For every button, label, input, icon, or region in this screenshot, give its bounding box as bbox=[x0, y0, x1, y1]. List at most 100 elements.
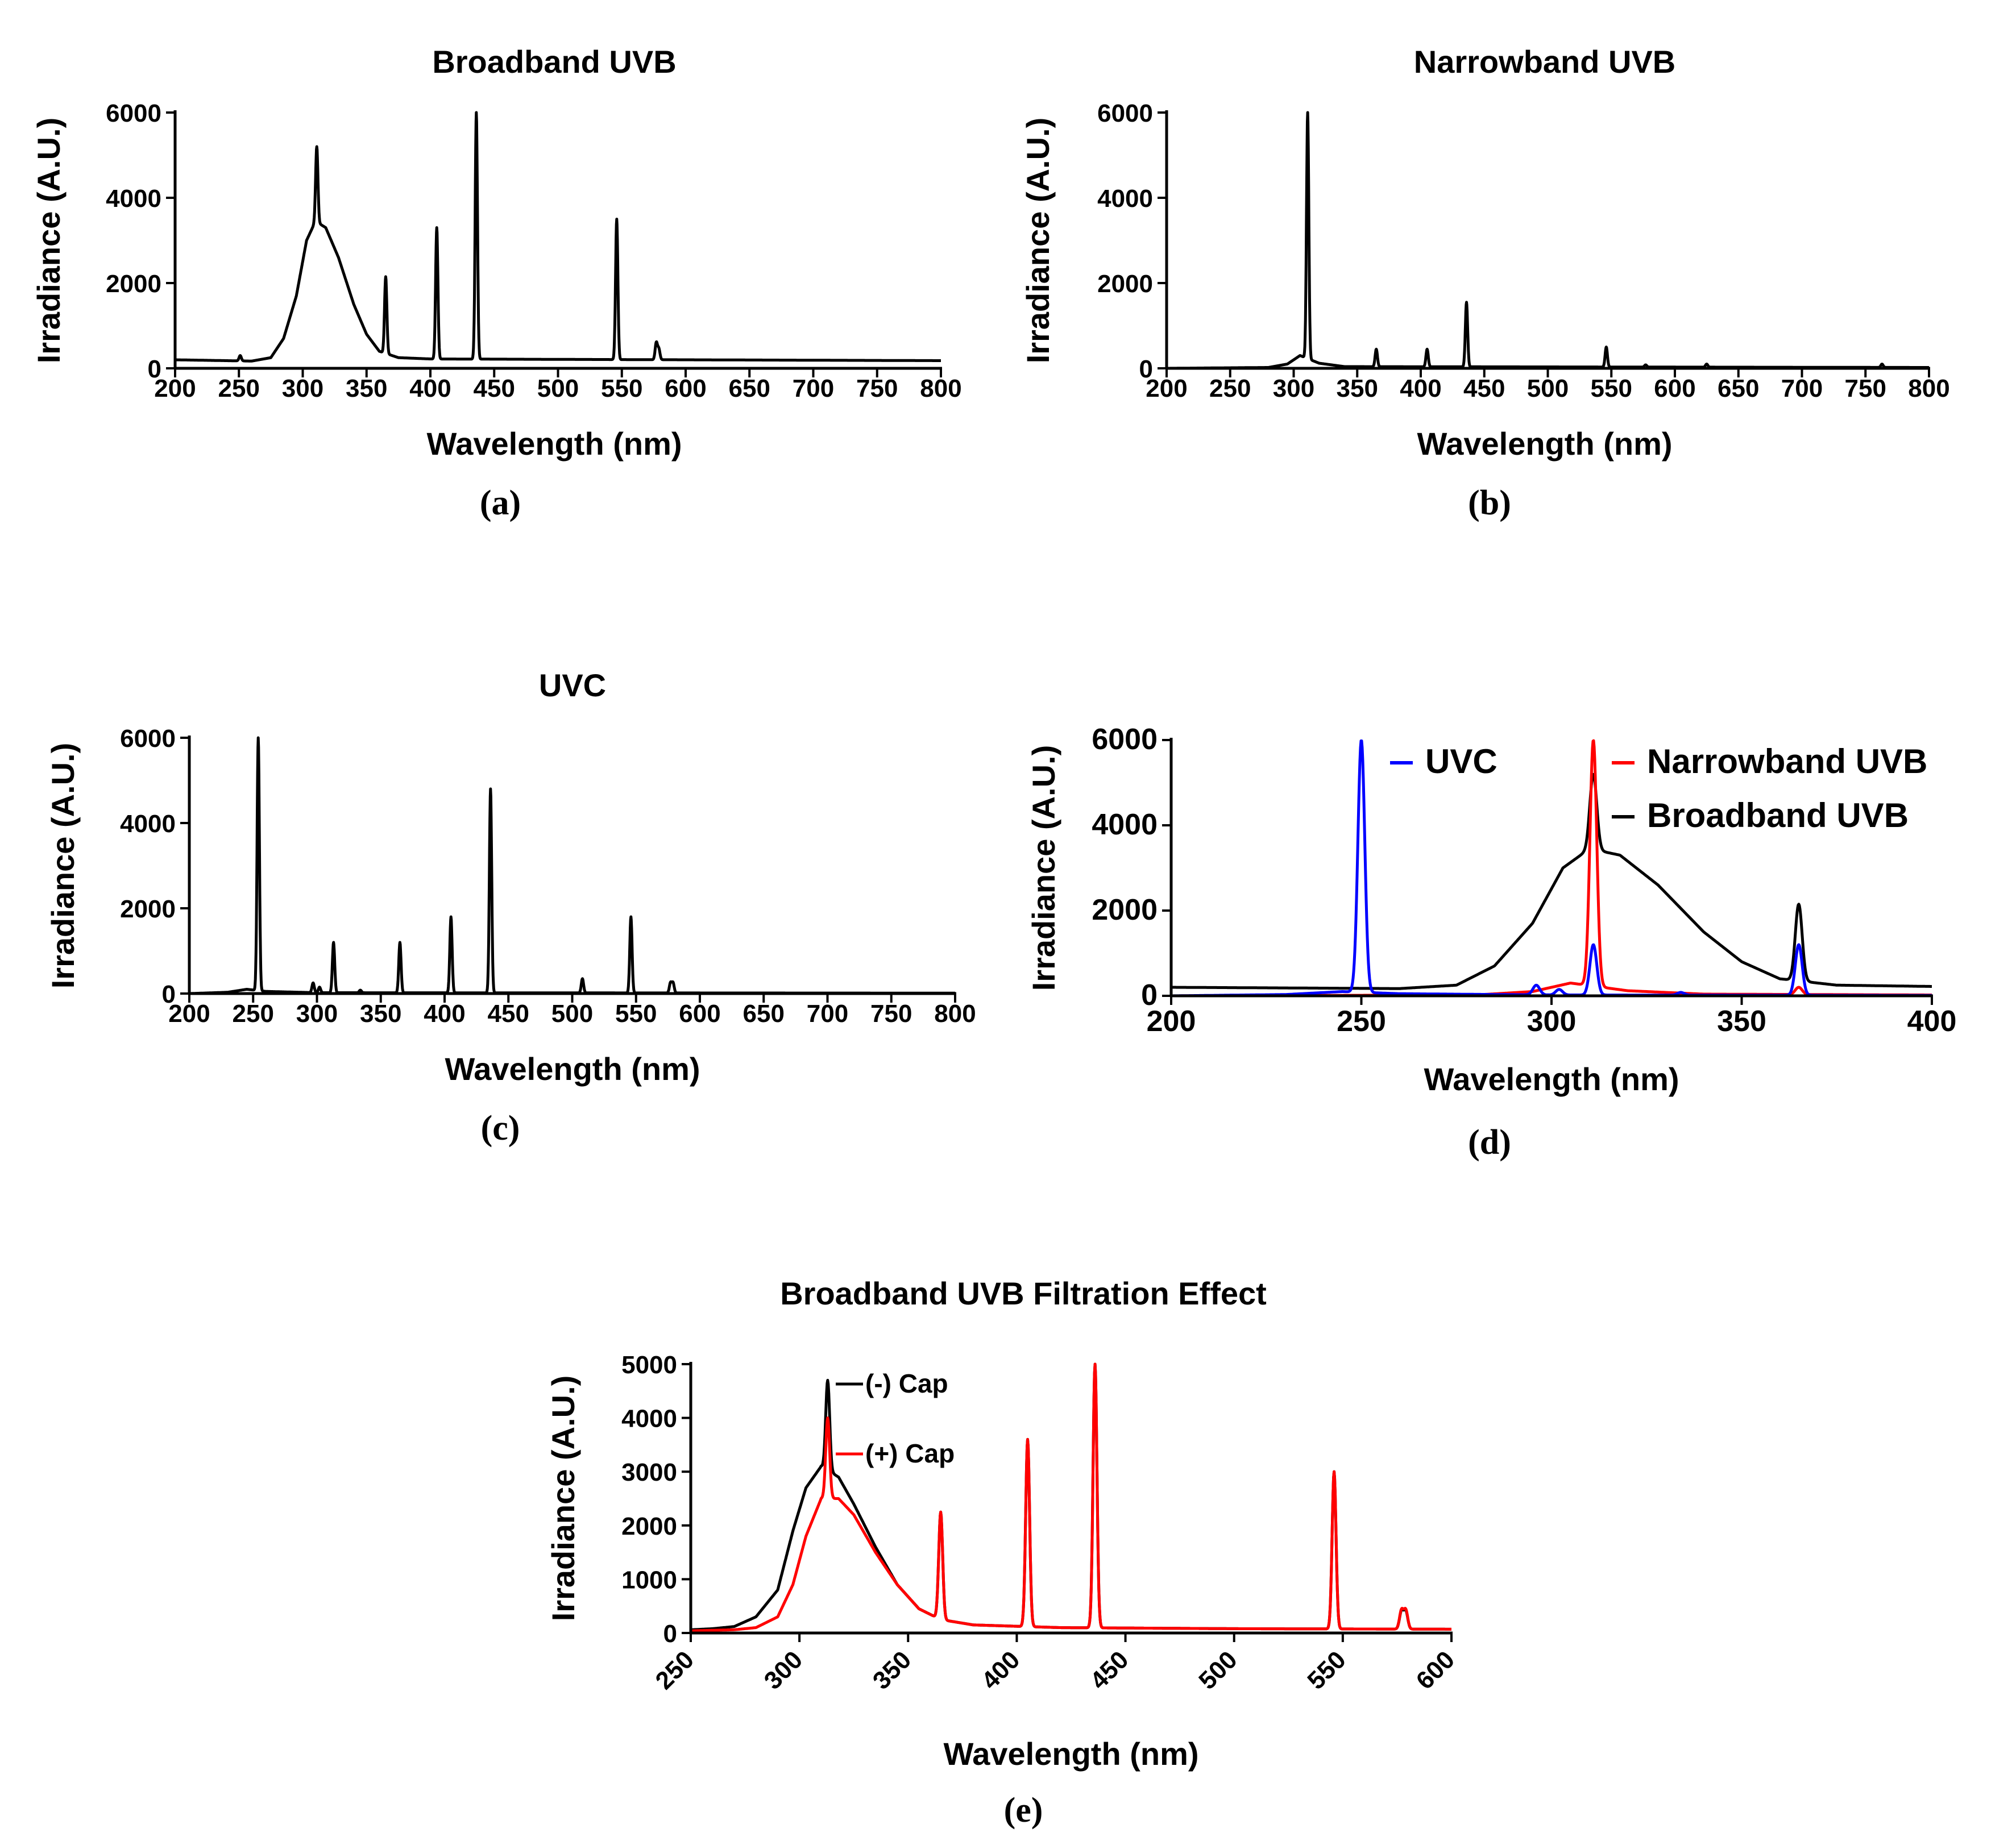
x-tick-label: 600 bbox=[1411, 1645, 1461, 1695]
series-line-uvc bbox=[189, 736, 955, 994]
x-tick-label: 400 bbox=[424, 1000, 465, 1028]
legend-label-narrowband-uvb: Narrowband UVB bbox=[1647, 742, 1927, 780]
x-axis-label: Wavelength (nm) bbox=[943, 1736, 1198, 1772]
caption-e: (e) bbox=[1004, 1791, 1043, 1830]
x-tick-label: 250 bbox=[650, 1645, 700, 1695]
chart-title: Broadband UVB bbox=[432, 44, 676, 80]
series-group bbox=[691, 1362, 1451, 1632]
y-tick-label: 0 bbox=[663, 1620, 677, 1648]
x-tick-label: 450 bbox=[474, 375, 515, 402]
x-tick-label: 400 bbox=[1400, 375, 1441, 402]
x-tick-label: 350 bbox=[1717, 1005, 1766, 1038]
x-tick-label: 800 bbox=[934, 1000, 976, 1028]
x-tick-label: 800 bbox=[920, 375, 961, 402]
x-tick-label: 450 bbox=[1085, 1645, 1134, 1695]
x-tick-label: 300 bbox=[759, 1645, 808, 1695]
x-tick-label: 250 bbox=[233, 1000, 274, 1028]
x-tick-label: 550 bbox=[601, 375, 642, 402]
x-tick-label: 400 bbox=[976, 1645, 1026, 1695]
x-tick-label: 750 bbox=[1845, 375, 1886, 402]
x-tick-label: 750 bbox=[870, 1000, 912, 1028]
legend-label-uvc: UVC bbox=[1425, 742, 1498, 780]
x-tick-label: 750 bbox=[856, 375, 898, 402]
x-axis-label: Wavelength (nm) bbox=[1424, 1061, 1679, 1097]
y-tick-label: 0 bbox=[162, 980, 176, 1008]
x-tick-label: 200 bbox=[1146, 375, 1187, 402]
x-tick-label: 500 bbox=[1527, 375, 1569, 402]
panel-c-uvc: UVC Wavelength (nm) Irradiance (A.U.) 200 25… bbox=[45, 667, 976, 1087]
x-tick-label: 500 bbox=[537, 375, 579, 402]
y-tick-label: 2000 bbox=[621, 1512, 677, 1540]
x-tick-label: 600 bbox=[679, 1000, 720, 1028]
x-tick-label: 650 bbox=[743, 1000, 785, 1028]
x-tick-label: 650 bbox=[1718, 375, 1759, 402]
x-tick-label: 700 bbox=[807, 1000, 848, 1028]
chart-title: Broadband UVB Filtration Effect bbox=[780, 1275, 1267, 1311]
y-tick-label: 0 bbox=[1141, 979, 1158, 1012]
x-tick-label: 450 bbox=[1463, 375, 1505, 402]
y-tick-label: 0 bbox=[1139, 355, 1153, 383]
caption-b: (b) bbox=[1468, 484, 1511, 522]
chart-title: Narrowband UVB bbox=[1414, 44, 1676, 80]
series-line-narrowband-uvb bbox=[1167, 111, 1929, 368]
y-tick-label: 6000 bbox=[1097, 99, 1153, 127]
x-axis-label: Wavelength (nm) bbox=[1417, 426, 1672, 462]
x-tick-label: 300 bbox=[1273, 375, 1314, 402]
x-tick-label: 600 bbox=[1654, 375, 1695, 402]
x-axis-label: Wavelength (nm) bbox=[445, 1051, 700, 1087]
panel-e-filtration-effect: Broadband UVB Filtration Effect Wavelengt… bbox=[545, 1275, 1460, 1772]
y-tick-label: 4000 bbox=[1092, 808, 1158, 841]
panel-a-broadband-uvb: Broadband UVB Wavelength (nm) Irradiance (… bbox=[31, 44, 962, 462]
y-tick-label: 3000 bbox=[621, 1458, 677, 1486]
legend-label-cap: (-) Cap bbox=[865, 1369, 948, 1398]
x-tick-label: 350 bbox=[1337, 375, 1378, 402]
y-tick-label: 2000 bbox=[1092, 894, 1158, 926]
x-tick-label: 300 bbox=[1527, 1005, 1577, 1038]
legend-label-broadband-uvb: Broadband UVB bbox=[1647, 796, 1909, 834]
x-tick-label: 300 bbox=[282, 375, 323, 402]
x-tick-label: 200 bbox=[1147, 1005, 1196, 1038]
x-tick-label: 600 bbox=[665, 375, 706, 402]
y-tick-label: 0 bbox=[148, 355, 161, 383]
series-line-cap bbox=[691, 1362, 1451, 1632]
series-line-broadband-uvb bbox=[1171, 772, 1932, 990]
x-tick-label: 250 bbox=[218, 375, 260, 402]
caption-a: (a) bbox=[480, 484, 521, 522]
y-tick-label: 4000 bbox=[1097, 185, 1153, 213]
x-tick-label: 500 bbox=[551, 1000, 593, 1028]
x-tick-label: 400 bbox=[1907, 1005, 1957, 1038]
y-tick-label: 1000 bbox=[621, 1566, 677, 1594]
panel-d-overlay: Wavelength (nm) Irradiance (A.U.) 200 250 30… bbox=[1026, 723, 1956, 1097]
series-group bbox=[175, 111, 941, 363]
series-group bbox=[1167, 111, 1929, 368]
x-tick-label: 700 bbox=[1781, 375, 1823, 402]
y-axis-label: Irradiance (A.U.) bbox=[545, 1376, 581, 1622]
y-tick-label: 2000 bbox=[1097, 270, 1153, 298]
y-axis-label: Irradiance (A.U.) bbox=[45, 743, 81, 989]
y-tick-label: 6000 bbox=[106, 99, 161, 127]
x-tick-label: 250 bbox=[1209, 375, 1251, 402]
x-tick-label: 800 bbox=[1908, 375, 1949, 402]
x-tick-label: 450 bbox=[488, 1000, 529, 1028]
y-tick-label: 6000 bbox=[1092, 723, 1158, 756]
y-tick-label: 2000 bbox=[120, 895, 176, 923]
y-tick-label: 4000 bbox=[621, 1405, 677, 1433]
y-tick-label: 4000 bbox=[120, 810, 176, 838]
y-axis-label: Irradiance (A.U.) bbox=[31, 118, 67, 364]
caption-c: (c) bbox=[481, 1109, 520, 1148]
x-tick-label: 350 bbox=[360, 1000, 401, 1028]
y-axis-label: Irradiance (A.U.) bbox=[1026, 745, 1061, 991]
series-line-broadband-uvb bbox=[175, 111, 941, 363]
x-tick-label: 400 bbox=[409, 375, 451, 402]
chart-title: UVC bbox=[539, 667, 606, 703]
y-tick-label: 6000 bbox=[120, 725, 176, 753]
x-tick-label: 550 bbox=[1302, 1645, 1351, 1695]
x-tick-label: 300 bbox=[296, 1000, 338, 1028]
x-tick-label: 500 bbox=[1193, 1645, 1243, 1695]
panel-b-narrowband-uvb: Narrowband UVB Wavelength (nm) Irradiance … bbox=[1020, 44, 1950, 462]
y-axis-label: Irradiance (A.U.) bbox=[1020, 118, 1056, 364]
caption-d: (d) bbox=[1468, 1123, 1511, 1162]
x-axis-label: Wavelength (nm) bbox=[426, 426, 682, 462]
y-tick-label: 2000 bbox=[106, 270, 161, 298]
